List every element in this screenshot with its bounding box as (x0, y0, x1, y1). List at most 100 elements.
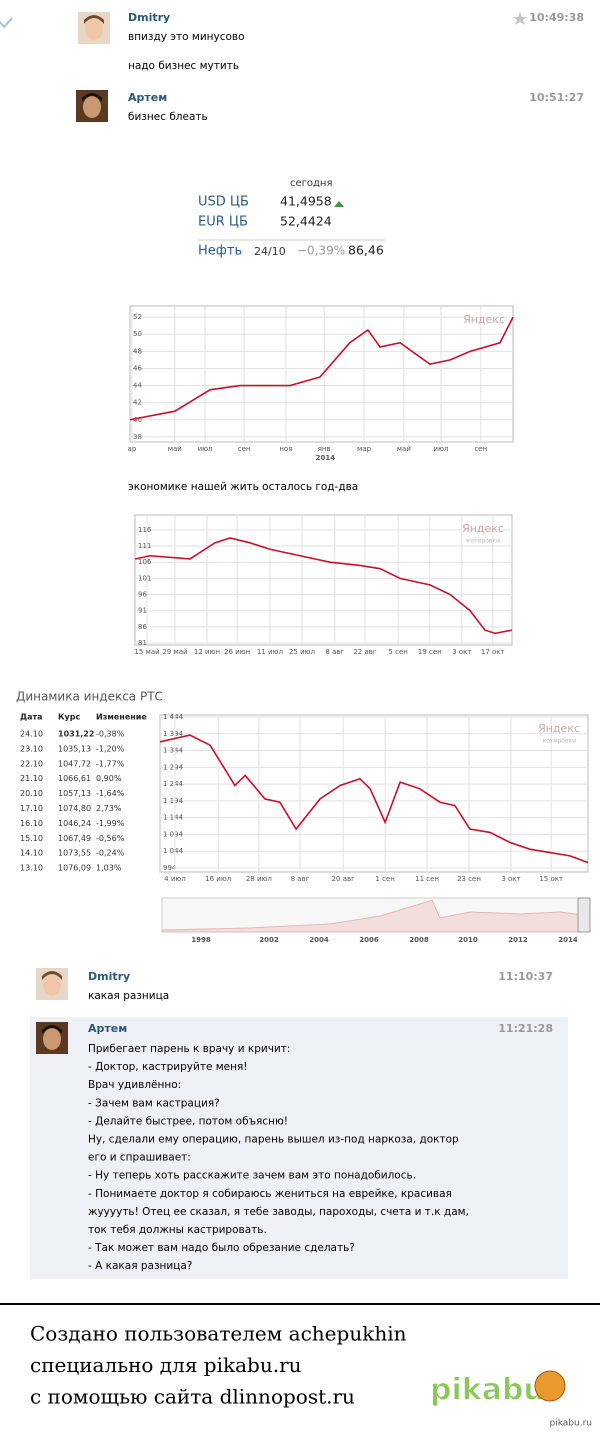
table-cell: 1066,61 (58, 774, 91, 783)
table-cell: 1031,22 (58, 730, 94, 739)
caption: экономике нашей жить осталось год-два (128, 481, 358, 493)
table-header: Дата (20, 713, 43, 722)
avatar-face (83, 96, 101, 118)
table-cell: 1076,09 (58, 864, 91, 873)
message-line: - Понимаете доктор я собираюсь жениться … (88, 1188, 452, 1200)
x-tick-label: 25 июл (289, 648, 315, 656)
axis-annotation: 2014 (316, 454, 336, 462)
y-tick-label: 44 (133, 382, 142, 390)
x-tick-label: 19 сен (418, 648, 442, 656)
price-line (159, 734, 589, 864)
y-tick-label: 40 (133, 416, 142, 424)
navigator-label: 1998 (191, 936, 211, 944)
y-tick-label: 38 (133, 433, 142, 441)
oil-label: Нефть (198, 244, 242, 259)
avatar-face (43, 974, 61, 996)
x-tick-label: 15 окт (539, 875, 563, 883)
y-tick-label: 1 344 (163, 747, 184, 755)
y-tick-label: 1 294 (163, 763, 184, 771)
table-cell: 1074,80 (58, 804, 91, 813)
message-line: - Зачем вам кастрация? (88, 1097, 220, 1109)
table-cell: 2,73% (96, 804, 122, 813)
widget-heading: сегодня (290, 178, 333, 189)
y-tick-label: 96 (138, 591, 147, 599)
y-tick-label: 1 144 (163, 814, 184, 822)
chart-frame (159, 714, 589, 873)
chart-frame (129, 305, 514, 443)
x-tick-label: 16 июл (205, 875, 231, 883)
x-tick-label: янв (318, 445, 331, 453)
table-cell: -0,24% (96, 849, 125, 858)
y-tick-label: 1 394 (163, 730, 184, 738)
y-tick-label: 1 244 (163, 780, 184, 788)
rts-title: Динамика индекса РТС (16, 690, 163, 704)
message-line: Ну, сделали ему операцию, парень вышел и… (88, 1134, 459, 1146)
message-line: надо бизнес мутить (128, 60, 239, 72)
y-tick-label: 86 (138, 623, 147, 631)
table-cell: 15.10 (20, 834, 43, 843)
message-line: - Так может вам надо было обрезание сдел… (88, 1242, 355, 1254)
watermark: Яндекс (463, 313, 505, 326)
table-cell: 14.10 (20, 849, 43, 858)
avatar-hair (84, 15, 104, 24)
up-arrow (334, 201, 344, 207)
oil-value: 86,46 (348, 243, 384, 258)
rate-value: 52,4424 (280, 214, 332, 229)
y-tick-label: 81 (138, 639, 147, 647)
y-tick-label: 1 044 (163, 847, 184, 855)
message-line: его и спрашивает: (88, 1152, 191, 1164)
message-line: - Доктор, кастрируйте меня! (88, 1061, 248, 1073)
y-tick-label: 1 094 (163, 830, 184, 838)
y-tick-label: 994 (163, 864, 177, 872)
y-tick-label: 111 (138, 542, 151, 550)
table-cell: 1035,13 (58, 744, 91, 753)
oil-date: 24/10 (254, 245, 286, 258)
table-cell: 17.10 (20, 804, 43, 813)
x-tick-label: 20 авг (332, 875, 356, 883)
x-tick-label: 3 окт (501, 875, 520, 883)
avatar-hair (82, 93, 102, 102)
price-line (134, 537, 513, 635)
message-highlight (30, 1017, 568, 1279)
watermark: Яндекс (462, 522, 504, 535)
oil-change: −0,39% (297, 244, 345, 258)
x-tick-label: мар (357, 445, 372, 453)
x-tick-label: 11 сен (415, 875, 439, 883)
logo-cupcake (534, 1370, 566, 1402)
table-header: Изменение (96, 713, 147, 722)
rate-value: 41,4958 (280, 194, 332, 209)
table-cell: -1,99% (96, 819, 125, 828)
footer-line: специально для pikabu.ru (30, 1353, 302, 1377)
read-check (0, 17, 13, 29)
price-line (129, 316, 514, 421)
x-tick-label: 26 июн (224, 648, 250, 656)
table-cell: 1,03% (96, 864, 122, 873)
navigator-label: 2008 (409, 936, 429, 944)
table-header: Курс (58, 713, 80, 722)
y-tick-label: 116 (138, 526, 152, 534)
message-line: бизнес блеать (128, 111, 208, 123)
table-cell: 1067,49 (58, 834, 91, 843)
watermark-sub: котировки (467, 538, 500, 545)
avatar-face (43, 1028, 61, 1050)
message-line: какая разница (88, 990, 169, 1002)
sender-name: Dmitry (128, 11, 170, 24)
footer-line: с помощью сайта dlinnopost.ru (30, 1385, 355, 1409)
navigator-label: 2010 (458, 936, 478, 944)
rate-label: USD ЦБ (198, 195, 249, 210)
x-tick-label: 4 июл (164, 875, 186, 883)
x-tick-label: май (397, 445, 411, 453)
x-tick-label: 11 июл (257, 648, 283, 656)
table-cell: -0,38% (96, 730, 125, 739)
y-tick-label: 106 (138, 558, 152, 566)
star-icon[interactable] (513, 12, 527, 25)
chart-frame (134, 514, 513, 646)
sender-name: Артем (128, 91, 167, 104)
navigator-label: 2006 (359, 936, 379, 944)
navigator-label: 2004 (309, 936, 329, 944)
watermark: Яндекс (538, 722, 580, 735)
table-cell: 20.10 (20, 789, 43, 798)
navigator-window (577, 897, 591, 933)
footer-site: pikabu.ru (550, 1419, 592, 1429)
